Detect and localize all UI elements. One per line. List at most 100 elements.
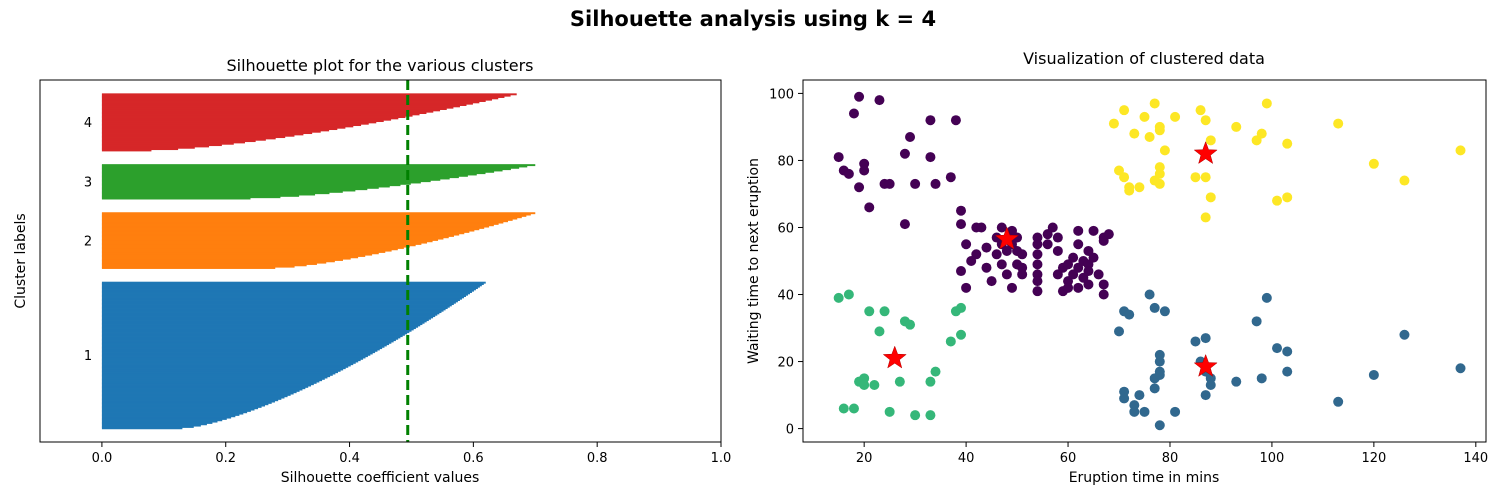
silhouette-bar [101, 130, 321, 133]
silhouette-bar [101, 141, 245, 144]
silhouette-bar [101, 403, 269, 406]
scatter-point [884, 406, 895, 417]
silhouette-bar [101, 225, 490, 228]
silhouette-bar [101, 142, 234, 145]
silhouette-bar [101, 177, 450, 180]
silhouette-bar [101, 295, 466, 297]
scatter-point [1159, 145, 1170, 156]
centroid-star [1193, 353, 1218, 377]
silhouette-bar [101, 287, 478, 289]
silhouette-bar [101, 149, 152, 152]
scatter-point [1261, 292, 1272, 303]
silhouette-bar [101, 340, 394, 343]
scatter-point [1098, 289, 1109, 300]
scatter-point [1139, 406, 1150, 417]
silhouette-plot-frame [39, 79, 722, 443]
silhouette-bar [101, 233, 460, 236]
silhouette-bar [101, 305, 450, 308]
silhouette-bar [101, 184, 401, 187]
scatter-plot-title: Visualization of clustered data [1023, 49, 1265, 68]
silhouette-bar [101, 108, 447, 110]
scatter-point [1159, 306, 1170, 317]
scatter-point [956, 266, 967, 277]
scatter-point [1032, 239, 1043, 250]
silhouette-bar [101, 173, 477, 176]
silhouette-bar [101, 404, 266, 407]
silhouette-bar [101, 377, 325, 380]
silhouette-bar [101, 165, 528, 168]
x-tick-label: 80 [1162, 451, 1179, 466]
silhouette-bar [101, 126, 346, 129]
silhouette-bar [101, 250, 386, 253]
silhouette-bar [101, 307, 448, 310]
silhouette-bar [101, 419, 223, 422]
cluster-centroids [882, 141, 1218, 377]
scatter-point [859, 165, 870, 176]
silhouette-bar [101, 281, 486, 284]
scatter-point [1032, 249, 1043, 260]
silhouette-bar [101, 240, 433, 243]
centroid-star [882, 345, 907, 369]
silhouette-bar [101, 105, 460, 108]
scatter-point [854, 91, 865, 102]
scatter-point [874, 326, 885, 337]
silhouette-bar [101, 226, 485, 229]
scatter-point [996, 259, 1007, 270]
silhouette-bar [101, 169, 503, 172]
scatter-point [1134, 390, 1145, 401]
x-tick-label: 0.8 [587, 451, 608, 466]
silhouette-bar [101, 360, 359, 363]
scatter-point [1047, 222, 1058, 233]
silhouette-bar [101, 222, 499, 225]
scatter-point [956, 219, 967, 230]
silhouette-bar [101, 236, 449, 239]
silhouette-bar [101, 413, 240, 416]
scatter-point [843, 289, 854, 300]
silhouette-bar [101, 140, 256, 143]
silhouette-bar [101, 347, 383, 350]
silhouette-bar [101, 388, 303, 391]
silhouette-bar [101, 316, 434, 319]
silhouette-bar [101, 292, 470, 295]
silhouette-bar [101, 241, 428, 244]
silhouette-bars [101, 93, 536, 430]
scatter-point [1093, 269, 1104, 280]
silhouette-bar [101, 109, 441, 112]
scatter-point [1052, 232, 1063, 243]
scatter-point [991, 249, 1002, 260]
scatter-point [1108, 118, 1119, 129]
silhouette-bar [101, 133, 304, 136]
scatter-point [1073, 282, 1084, 293]
silhouette-bar [101, 128, 338, 131]
scatter-point [1154, 168, 1165, 179]
scatter-point [976, 222, 987, 233]
silhouette-bar [101, 260, 335, 263]
silhouette-bar [101, 214, 527, 217]
scatter-point [843, 168, 854, 179]
silhouette-bar [101, 381, 317, 384]
scatter-point [879, 306, 890, 317]
silhouette-x-axis-label: Silhouette coefficient values [281, 470, 480, 486]
silhouette-bar [101, 229, 475, 232]
silhouette-bar [101, 116, 406, 119]
silhouette-bar [101, 424, 201, 427]
silhouette-bar [101, 246, 404, 249]
silhouette-bar [101, 355, 368, 358]
silhouette-bar [101, 399, 279, 402]
silhouette-bar [101, 297, 462, 300]
scatter-point [1200, 172, 1211, 183]
silhouette-bar [101, 196, 281, 199]
silhouette-bar [101, 132, 313, 135]
scatter-point [905, 319, 916, 330]
cluster-label-4: 4 [84, 116, 92, 131]
scatter-point [1124, 182, 1135, 193]
scatter-y-axis-label: Waiting time to next eruption [746, 158, 762, 364]
silhouette-bar [101, 110, 434, 113]
scatter-point [925, 376, 936, 387]
silhouette-bar [101, 303, 454, 306]
silhouette-bar [101, 367, 346, 370]
silhouette-bar [101, 224, 494, 227]
scatter-point [1068, 252, 1079, 263]
silhouette-bar [101, 146, 195, 149]
cluster-scatter-plot: Visualization of clustered data 20 40 60 80… [746, 49, 1488, 486]
